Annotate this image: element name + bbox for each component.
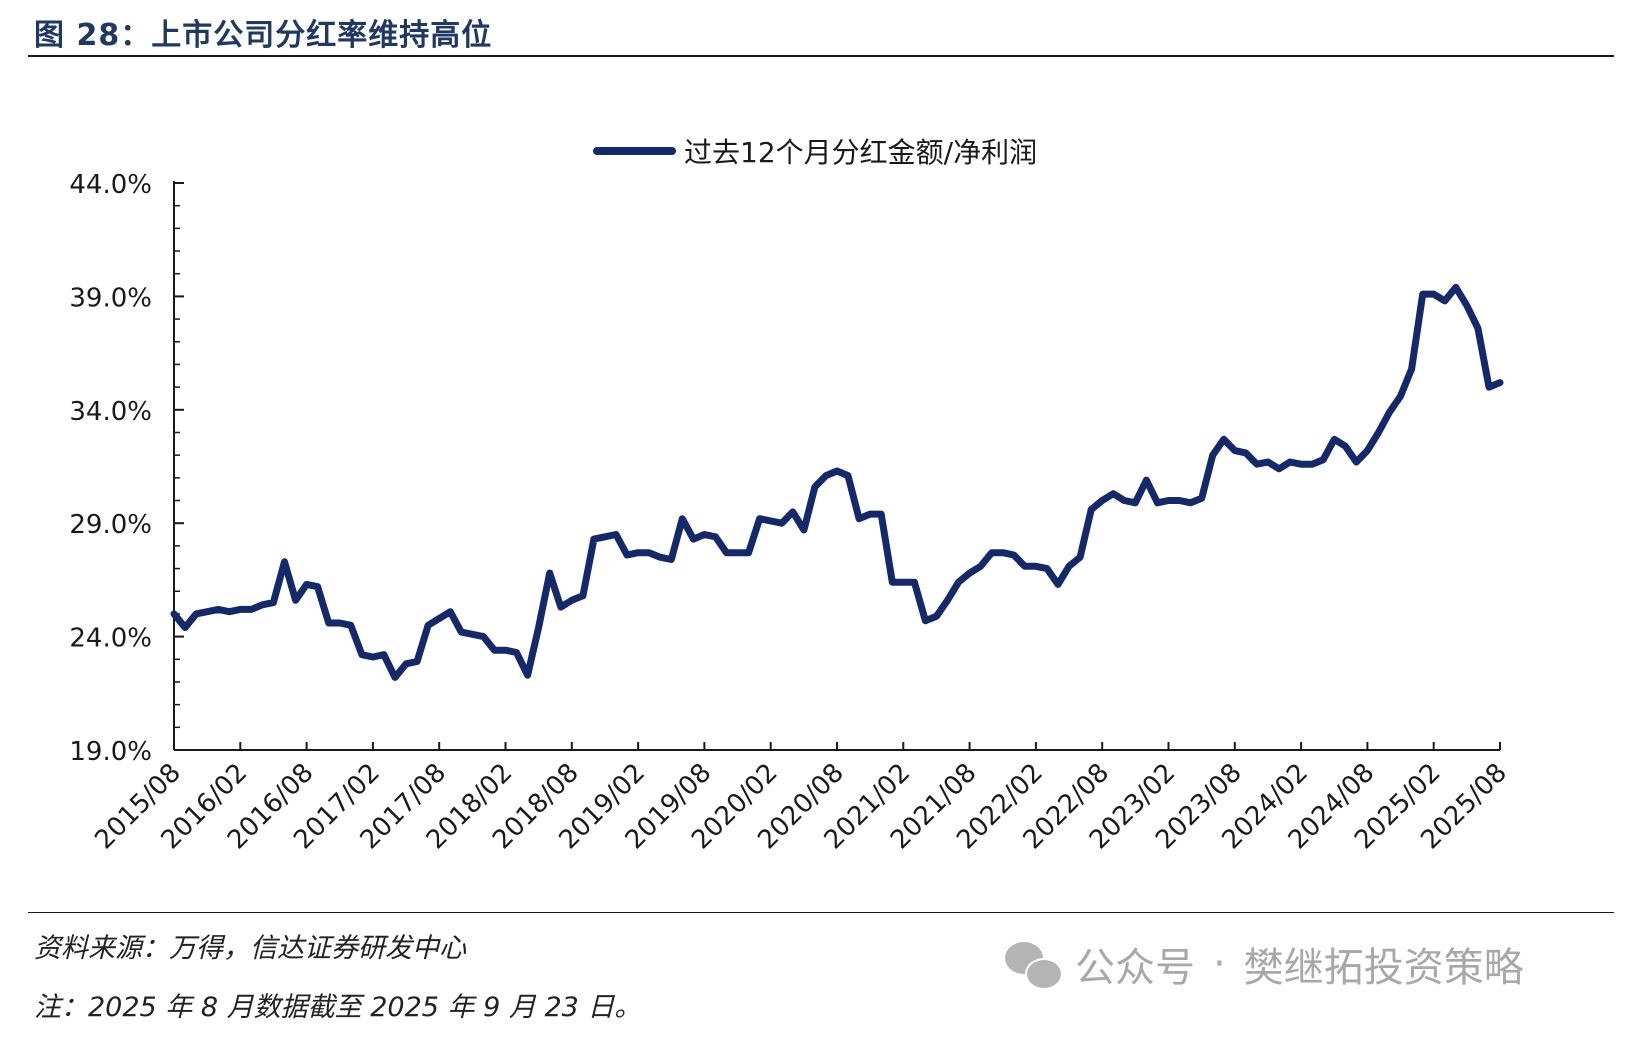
y-tick-label: 19.0%	[69, 737, 152, 767]
chart-series	[170, 283, 1504, 681]
watermark-separator: ·	[1213, 941, 1226, 987]
y-tick-label: 44.0%	[69, 170, 152, 200]
x-axis-ticks: 2015/082016/022016/082017/022017/082018/…	[89, 742, 1513, 855]
legend-label: 过去12个月分红金额/净利润	[684, 136, 1037, 169]
chart-legend: 过去12个月分红金额/净利润	[593, 136, 1037, 169]
source-note: 资料来源：万得，信达证券研发中心	[34, 933, 466, 964]
data-remark: 注：2025 年 8 月数据截至 2025 年 9 月 23 日。	[34, 992, 642, 1023]
y-tick-label: 34.0%	[69, 397, 152, 427]
title-rule	[28, 55, 1614, 57]
y-tick-label: 29.0%	[69, 510, 152, 540]
y-tick-label: 24.0%	[69, 624, 152, 654]
figure-title: 图 28：上市公司分红率维持高位	[34, 18, 493, 53]
y-tick-label: 39.0%	[69, 283, 152, 313]
watermark-name: 樊继拓投资策略	[1243, 945, 1524, 991]
watermark-label: 公众号	[1075, 945, 1195, 991]
wechat-icon	[1005, 940, 1063, 990]
series-line	[170, 283, 1504, 681]
y-axis-ticks: 19.0% 24.0% 29.0% 34.0% 39.0% 44.0%	[69, 170, 184, 767]
footer-rule	[28, 912, 1614, 913]
line-chart: 过去12个月分红金额/净利润 19.0% 24.0% 29.0% 34.0% 39.0%…	[69, 136, 1513, 855]
watermark: 公众号 · 樊继拓投资策略	[1005, 935, 1524, 993]
